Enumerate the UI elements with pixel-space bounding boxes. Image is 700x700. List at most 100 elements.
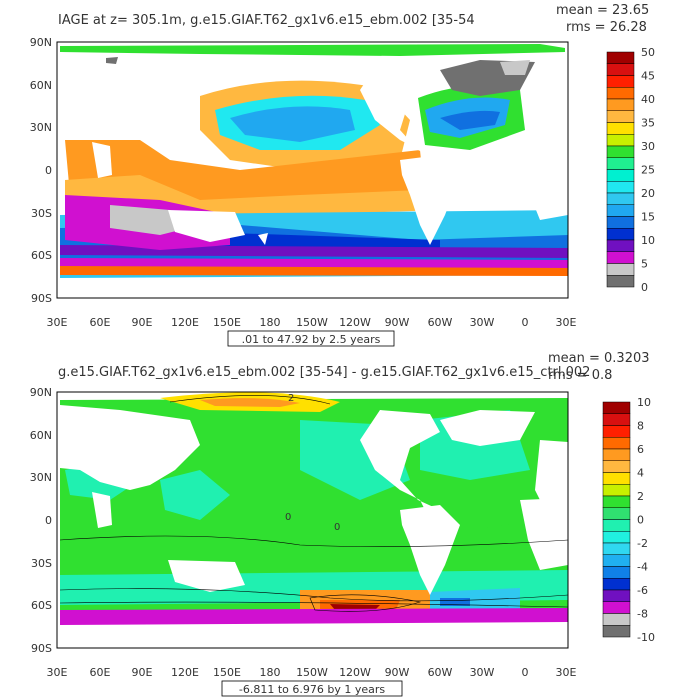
- colorbar-swatch: [606, 87, 635, 100]
- colorbar-label: 40: [641, 93, 655, 106]
- contour-label: 2: [288, 393, 294, 404]
- colorbar-swatch: [606, 63, 635, 76]
- top-lon-tick: 150E: [213, 316, 241, 329]
- colorbar-swatch: [602, 472, 631, 485]
- bottom-lon-tick: 150E: [213, 666, 241, 679]
- bottom-contour-labels: 2 0 0: [285, 393, 340, 533]
- bottom-lat-tick: 30N: [30, 471, 52, 484]
- top-lon-tick: 0: [522, 316, 529, 329]
- top-lat-tick: 90N: [30, 36, 52, 49]
- colorbar-label: -6: [637, 584, 648, 597]
- top-map-frame: [56, 41, 569, 299]
- bottom-lat-tick: 60N: [30, 429, 52, 442]
- top-lat-tick: 60N: [30, 79, 52, 92]
- colorbar-swatch: [602, 554, 631, 567]
- colorbar-label: -10: [637, 631, 655, 644]
- top-lon-tick: 30E: [556, 316, 577, 329]
- colorbar-swatch: [606, 228, 635, 241]
- colorbar-swatch: [602, 495, 631, 508]
- colorbar-label: 10: [641, 234, 655, 247]
- bottom-mean: mean = 0.3203: [548, 351, 650, 366]
- colorbar-swatch: [602, 413, 631, 426]
- bottom-range-note: -6.811 to 6.976 by 1 years: [239, 683, 386, 696]
- bottom-lat-ticks: 90N 60N 30N 0 30S 60S 90S: [30, 386, 52, 655]
- colorbar-label: 6: [637, 443, 644, 456]
- bottom-title: g.e15.GIAF.T62_gx1v6.e15_ebm.002 [35-54]…: [58, 365, 590, 380]
- top-lat-tick: 30S: [31, 207, 52, 220]
- colorbar-swatch: [602, 448, 631, 461]
- top-lat-ticks: 90N 60N 30N 0 30S 60S 90S: [30, 36, 52, 305]
- colorbar-swatch: [606, 134, 635, 147]
- colorbar-swatch: [606, 98, 635, 111]
- colorbar-swatch: [602, 401, 631, 414]
- colorbar-swatch: [602, 542, 631, 555]
- bottom-rms: rms = 0.8: [548, 368, 612, 383]
- colorbar-label: 0: [637, 514, 644, 527]
- top-title: IAGE at z= 305.1m, g.e15.GIAF.T62_gx1v6.…: [58, 13, 475, 28]
- bottom-lon-tick: 30W: [470, 666, 495, 679]
- colorbar-swatch: [602, 589, 631, 602]
- bottom-range-box: [221, 680, 403, 697]
- bottom-lat-tick: 0: [45, 514, 52, 527]
- colorbar-swatch: [602, 613, 631, 626]
- top-lon-tick: 60E: [90, 316, 111, 329]
- colorbar-swatch: [606, 181, 635, 194]
- bottom-map: [57, 392, 568, 648]
- colorbar-label: 20: [641, 187, 655, 200]
- top-rms: rms = 26.28: [566, 20, 647, 35]
- colorbar-swatch: [606, 122, 635, 135]
- bottom-lon-tick: 120E: [171, 666, 199, 679]
- colorbar-swatch: [606, 275, 635, 288]
- colorbar-swatch: [606, 192, 635, 205]
- bottom-lat-tick: 30S: [31, 557, 52, 570]
- colorbar-swatch: [602, 625, 631, 638]
- colorbar-swatch: [602, 425, 631, 438]
- colorbar-label: 35: [641, 117, 655, 130]
- bottom-lon-tick: 90W: [385, 666, 410, 679]
- colorbar-swatch: [602, 531, 631, 544]
- contour-label: 0: [285, 512, 291, 523]
- bottom-lon-tick: 120W: [339, 666, 371, 679]
- colorbar-swatch: [602, 519, 631, 532]
- bottom-colorbar: 10 8 6 4 2 0 -2 -4 -6 -8 -10: [602, 396, 655, 644]
- top-lon-tick: 90W: [385, 316, 410, 329]
- bottom-map-frame: [56, 391, 569, 649]
- bottom-lat-tick: 60S: [31, 599, 52, 612]
- bottom-lat-tick: 90S: [31, 642, 52, 655]
- colorbar-swatch: [606, 251, 635, 264]
- colorbar-swatch: [606, 51, 635, 64]
- colorbar-label: 50: [641, 46, 655, 59]
- colorbar-swatch: [602, 578, 631, 591]
- colorbar-label: 15: [641, 211, 655, 224]
- colorbar-label: 0: [641, 281, 648, 294]
- top-range-note: .01 to 47.92 by 2.5 years: [242, 333, 381, 346]
- colorbar-swatch: [606, 263, 635, 276]
- colorbar-label: 25: [641, 164, 655, 177]
- colorbar-swatch: [606, 75, 635, 88]
- colorbar-label: 45: [641, 70, 655, 83]
- bottom-panel: g.e15.GIAF.T62_gx1v6.e15_ebm.002 [35-54]…: [30, 351, 655, 697]
- colorbar-label: 8: [637, 420, 644, 433]
- top-range-box: [227, 330, 395, 347]
- top-lon-ticks: 30E 60E 90E 120E 150E 180 150W 120W 90W …: [47, 316, 577, 329]
- bottom-lon-tick: 150W: [296, 666, 328, 679]
- top-panel: IAGE at z= 305.1m, g.e15.GIAF.T62_gx1v6.…: [30, 3, 655, 347]
- top-lat-tick: 30N: [30, 121, 52, 134]
- colorbar-label: -8: [637, 608, 648, 621]
- colorbar-label: 10: [637, 396, 651, 409]
- bottom-lon-tick: 30E: [47, 666, 68, 679]
- colorbar-label: 2: [637, 490, 644, 503]
- colorbar-swatch: [606, 145, 635, 158]
- top-map: [57, 42, 568, 298]
- bottom-lon-tick: 180: [260, 666, 281, 679]
- contour-label: 0: [334, 522, 340, 533]
- top-lon-tick: 120W: [339, 316, 371, 329]
- bottom-lon-tick: 30E: [556, 666, 577, 679]
- colorbar-swatch: [602, 601, 631, 614]
- colorbar-swatch: [602, 437, 631, 450]
- colorbar-swatch: [606, 110, 635, 123]
- colorbar-swatch: [606, 239, 635, 252]
- top-lon-tick: 90E: [132, 316, 153, 329]
- colorbar-swatch: [606, 157, 635, 170]
- top-lon-tick: 120E: [171, 316, 199, 329]
